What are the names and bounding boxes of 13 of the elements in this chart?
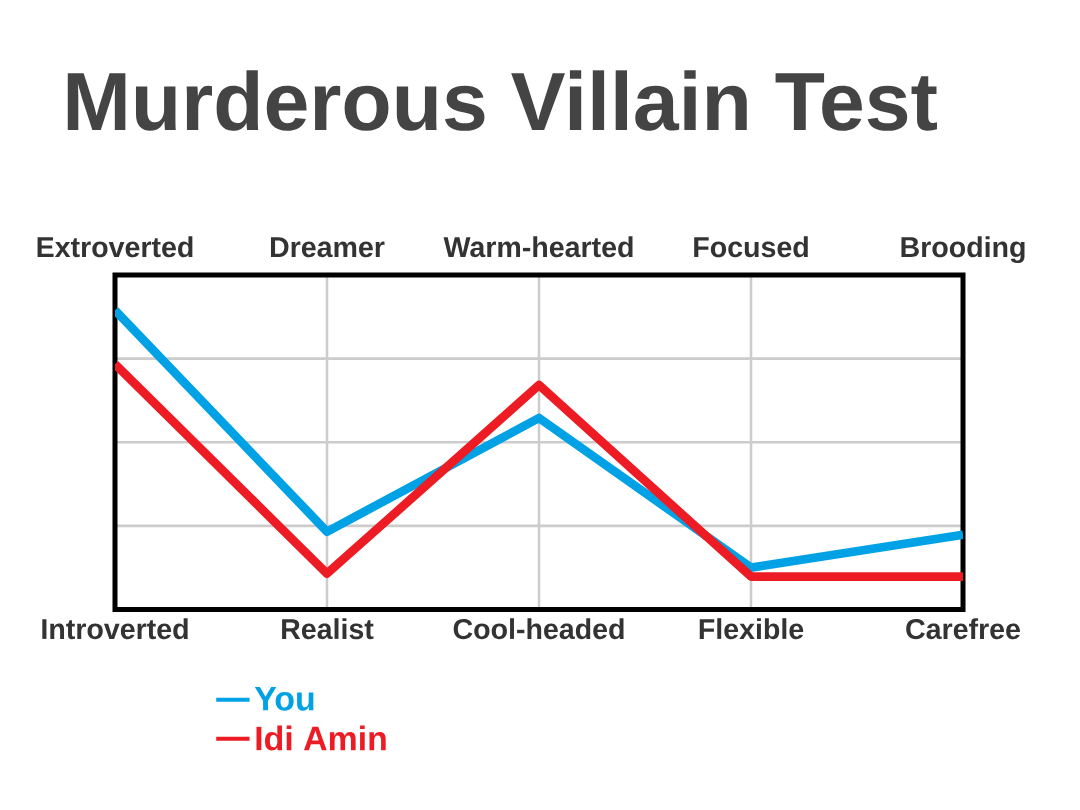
- x-tick-label: Flexible: [699, 618, 804, 640]
- x-tick-label: Realist: [282, 618, 374, 640]
- chart-title: Murderous Villain Test: [67, 70, 937, 131]
- text: Extroverted: [37, 236, 193, 258]
- text: Warm-hearted: [443, 236, 633, 258]
- x-tick-label: Carefree: [906, 618, 1020, 640]
- legend-label: You: [254, 686, 314, 711]
- x-tick-label: Cool-headed: [453, 618, 624, 640]
- text: Dreamer: [270, 237, 385, 258]
- legend-label: Idi Amin: [256, 725, 386, 751]
- x-tick-label: Introverted: [42, 618, 188, 640]
- text: Brooding: [901, 236, 1025, 264]
- text: Focused: [694, 236, 808, 258]
